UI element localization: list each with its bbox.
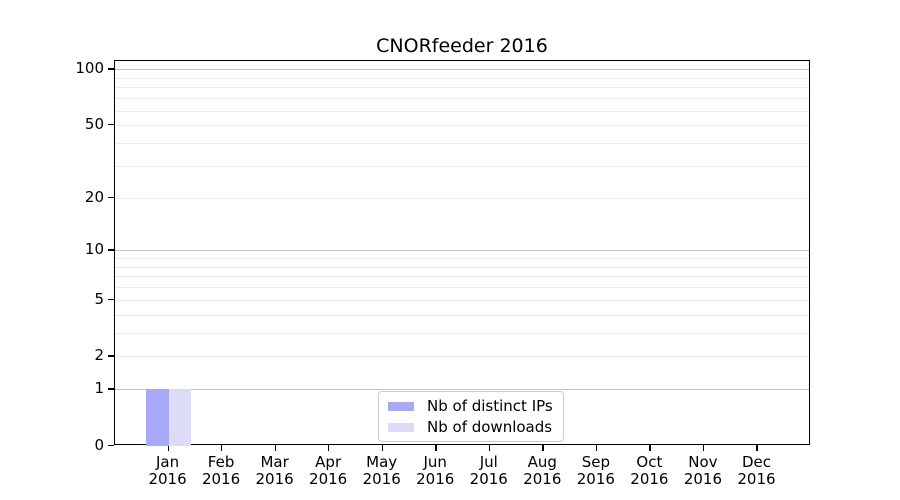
y-tick-label: 0	[94, 436, 104, 454]
y-tick-mark	[108, 298, 114, 301]
x-tick-mark	[542, 445, 544, 451]
x-tick-label: Oct 2016	[630, 453, 669, 488]
major-gridline	[115, 389, 809, 391]
x-tick-label: Jul 2016	[469, 453, 508, 488]
minor-gridline	[115, 299, 809, 301]
minor-gridline	[115, 276, 809, 278]
major-gridline	[115, 250, 809, 252]
legend-item: Nb of downloads	[388, 418, 553, 436]
minor-gridline	[115, 125, 809, 127]
x-tick-label: Aug 2016	[523, 453, 562, 488]
y-tick-mark	[108, 355, 114, 357]
legend-label: Nb of downloads	[427, 418, 553, 436]
minor-gridline	[115, 165, 809, 167]
x-tick-mark	[167, 445, 169, 451]
y-tick-mark	[108, 68, 114, 70]
minor-gridline	[115, 258, 809, 260]
x-tick-mark	[274, 445, 276, 451]
minor-gridline	[115, 87, 809, 89]
x-tick-label: Dec 2016	[737, 453, 776, 488]
minor-gridline	[115, 356, 809, 358]
x-tick-label: Apr 2016	[309, 453, 348, 488]
x-tick-mark	[702, 445, 705, 451]
minor-gridline	[115, 142, 809, 144]
minor-gridline	[115, 197, 809, 199]
x-tick-label: Sep 2016	[576, 453, 615, 488]
minor-gridline	[115, 266, 809, 268]
x-tick-mark	[381, 445, 383, 451]
y-tick-label: 50	[84, 115, 104, 134]
minor-gridline	[115, 77, 809, 79]
minor-gridline	[115, 287, 809, 289]
y-tick-mark	[108, 249, 114, 251]
x-tick-label: Mar 2016	[255, 453, 294, 488]
bar-nb-of-downloads	[168, 389, 192, 446]
legend-item: Nb of distinct IPs	[388, 397, 553, 415]
y-tick-label: 5	[94, 289, 104, 308]
x-tick-label: May 2016	[362, 453, 401, 488]
x-tick-label: Nov 2016	[683, 453, 723, 488]
x-tick-label: Jan 2016	[148, 453, 187, 488]
x-tick-mark	[756, 445, 758, 451]
y-tick-label: 1	[94, 379, 104, 398]
x-tick-mark	[221, 445, 223, 451]
legend-swatch-downloads	[388, 422, 414, 432]
y-tick-label: 10	[84, 240, 104, 259]
chart-title: CNORfeeder 2016	[376, 35, 548, 57]
y-tick-mark	[108, 388, 114, 390]
minor-gridline	[115, 332, 809, 334]
minor-gridline	[115, 314, 809, 316]
legend-swatch-distinct-ips	[388, 401, 414, 411]
y-tick-mark	[108, 124, 114, 126]
x-tick-label: Feb 2016	[201, 453, 241, 488]
x-tick-mark	[488, 445, 491, 451]
x-tick-mark	[328, 445, 330, 451]
y-tick-label: 2	[94, 346, 104, 365]
legend: Nb of distinct IPs Nb of downloads	[378, 391, 564, 442]
legend-label: Nb of distinct IPs	[427, 397, 553, 415]
y-tick-label: 100	[75, 59, 104, 78]
y-tick-label: 20	[84, 187, 104, 206]
x-tick-mark	[649, 445, 651, 451]
y-tick-mark	[108, 196, 114, 198]
x-tick-mark	[435, 445, 437, 451]
minor-gridline	[115, 98, 809, 100]
plot-area	[114, 60, 810, 446]
minor-gridline	[115, 110, 809, 112]
major-gridline	[115, 69, 809, 71]
x-tick-label: Jun 2016	[416, 453, 455, 488]
y-tick-mark	[108, 445, 114, 447]
bar-nb-of-distinct-ips	[146, 389, 169, 446]
x-tick-mark	[595, 445, 598, 451]
